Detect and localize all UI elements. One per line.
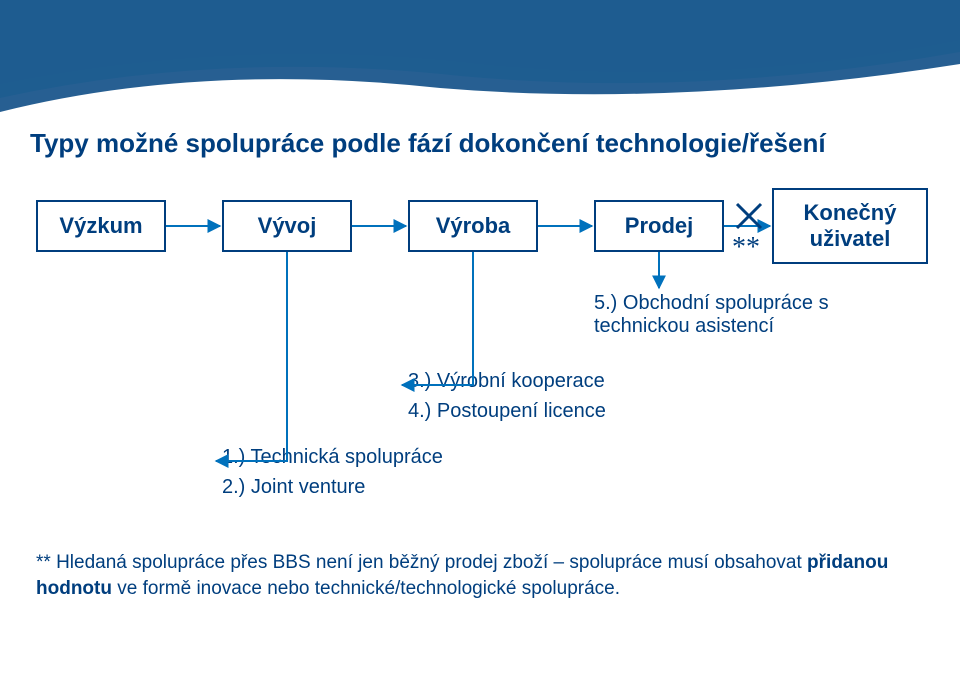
slide-canvas: Typy možné spolupráce podle fází dokonče… <box>0 0 960 673</box>
footnote-t1: Hledaná spolupráce přes BBS není jen běž… <box>56 552 807 573</box>
footnote: ** Hledaná spolupráce přes BBS není jen … <box>36 550 924 603</box>
footnote-t2: ve formě inovace nebo technické/technolo… <box>112 578 620 599</box>
footnote-lead: ** <box>36 552 56 573</box>
